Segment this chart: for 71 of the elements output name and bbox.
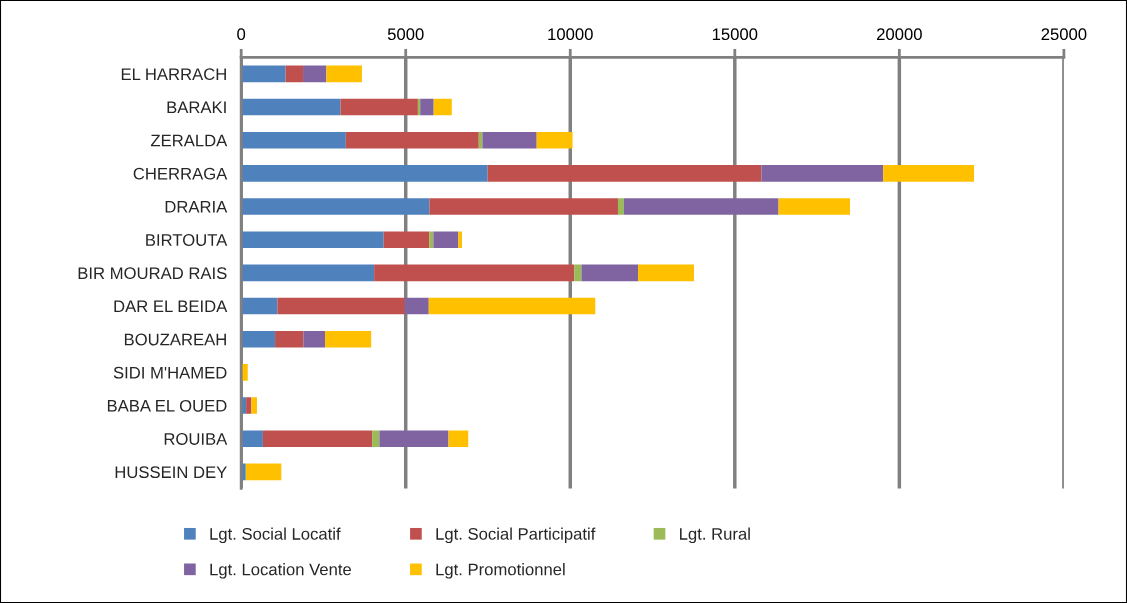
- y-tick-label: BABA EL OUED: [107, 399, 227, 412]
- bar: [325, 330, 372, 348]
- bar: [303, 330, 326, 348]
- x-tick-label: 10000: [548, 28, 593, 41]
- y-tick-label: SIDI M'HAMED: [113, 366, 227, 379]
- bar: [778, 198, 850, 215]
- y-tick-label: DAR EL BEIDA: [114, 300, 228, 313]
- bar: [285, 65, 304, 83]
- y-tick-label: ROUIBA: [164, 433, 228, 445]
- bar: [383, 231, 430, 248]
- y-tick-label: HUSSEIN DEY: [115, 466, 227, 479]
- bar: [303, 65, 327, 83]
- legend-label: Lgt. Social Locatif: [210, 527, 341, 544]
- bar: [245, 463, 282, 481]
- bar: [374, 264, 575, 282]
- y-tick-label: BIRTOUTA: [146, 234, 228, 246]
- bar: [883, 165, 975, 182]
- bar: [487, 165, 762, 182]
- bar: [241, 264, 375, 282]
- bar: [761, 165, 884, 182]
- x-tick-label: 0: [237, 28, 246, 41]
- y-tick-label: BARAKI: [167, 101, 226, 114]
- bar: [251, 397, 257, 414]
- bar: [433, 231, 459, 248]
- bar: [246, 397, 252, 414]
- bar: [241, 231, 384, 248]
- bar: [623, 198, 779, 215]
- y-tick-label: ZERALDA: [150, 134, 228, 147]
- bar: [379, 430, 449, 447]
- bar: [345, 131, 479, 149]
- bar: [458, 231, 462, 248]
- x-tick-label: 20000: [877, 28, 922, 41]
- bar: [241, 430, 263, 447]
- bar: [326, 65, 362, 83]
- bar: [241, 98, 341, 116]
- bar: [241, 330, 276, 348]
- x-tick-label: 15000: [712, 28, 758, 41]
- bar: [429, 231, 434, 248]
- bar: [404, 297, 429, 315]
- bar: [448, 430, 469, 447]
- bar: [241, 65, 286, 83]
- bar: [275, 330, 304, 348]
- bar: [241, 131, 346, 149]
- bar: [241, 198, 430, 215]
- x-tick-label: 25000: [1041, 28, 1087, 41]
- bar: [581, 264, 639, 282]
- y-tick-label: EL HARRACH: [121, 68, 226, 81]
- legend-label: Lgt. Social Participatif: [436, 527, 596, 544]
- y-tick-label: BIR MOURAD RAIS: [78, 267, 227, 280]
- bar: [277, 297, 405, 315]
- bar: [482, 131, 537, 149]
- bar: [574, 264, 582, 282]
- bar: [638, 264, 694, 282]
- bar: [340, 98, 418, 116]
- bar: [536, 131, 573, 149]
- y-tick-label: DRARIA: [165, 201, 228, 213]
- bar: [420, 98, 434, 116]
- bar: [372, 430, 380, 447]
- bar: [617, 198, 624, 215]
- bar: [433, 98, 452, 116]
- bar: [262, 430, 373, 447]
- bar: [429, 198, 618, 215]
- bar: [241, 165, 488, 182]
- legend-label: Lgt. Location Vente: [210, 563, 352, 579]
- x-tick-label: 5000: [387, 28, 424, 41]
- legend-label: Lgt. Rural: [680, 527, 750, 544]
- legend-label: Lgt. Promotionnel: [436, 563, 565, 579]
- bar: [428, 297, 596, 315]
- y-tick-label: BOUZAREAH: [124, 333, 226, 346]
- y-tick-label: CHERRAGA: [133, 167, 228, 180]
- bar: [241, 297, 278, 315]
